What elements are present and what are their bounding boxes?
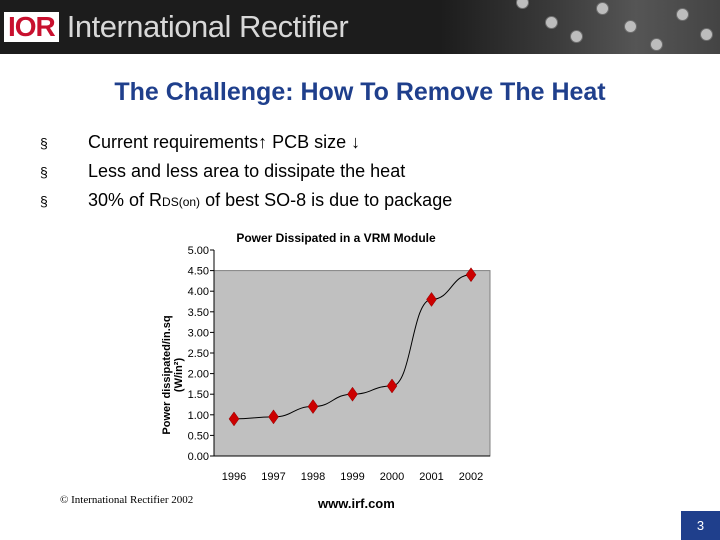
- y-tick-label: 0.00: [188, 451, 209, 463]
- ior-logo-mark: IOR: [4, 11, 59, 42]
- data-point-marker: [465, 267, 477, 283]
- circuit-dot: [516, 0, 529, 9]
- circuit-dot: [650, 38, 663, 51]
- y-tick-label: 1.00: [188, 410, 209, 422]
- y-tick-label: 1.50: [188, 389, 209, 401]
- circuit-dot: [676, 8, 689, 21]
- data-point-marker: [426, 292, 437, 307]
- y-tick-label: 0.50: [188, 430, 209, 442]
- slide-title: The Challenge: How To Remove The Heat: [114, 78, 606, 106]
- x-tick-label: 1996: [222, 471, 246, 483]
- bullet-marker: §: [40, 164, 48, 180]
- header-banner: IOR International Rectifier: [0, 0, 720, 54]
- bullet-item: § Less and less area to dissipate the he…: [40, 161, 452, 190]
- x-tick-label: 2001: [419, 471, 443, 483]
- circuit-dot: [700, 28, 713, 41]
- y-tick-label: 5.00: [188, 245, 209, 257]
- company-name: International Rectifier: [66, 9, 349, 44]
- rdson-subscript: DS(on): [162, 195, 201, 209]
- x-tick-label: 2000: [380, 471, 404, 483]
- copyright-text: © International Rectifier 2002: [60, 494, 194, 506]
- y-tick-label: 4.50: [188, 266, 209, 278]
- data-point-marker: [386, 378, 398, 394]
- y-tick-label: 3.00: [188, 327, 209, 339]
- company-logo: IOR International Rectifier: [4, 9, 349, 44]
- bullet-item: § 30% of R DS(on) of best SO-8 is due to…: [40, 190, 452, 219]
- data-point-marker: [307, 399, 319, 414]
- plot-area: [213, 270, 491, 457]
- arrow-up-icon: ↑: [258, 132, 268, 152]
- y-axis-label: Power dissipated/in.sq: [161, 315, 173, 434]
- logo-mark-text: IOR: [8, 11, 56, 42]
- bullet-text: Less and less area to dissipate the heat: [88, 161, 406, 181]
- y-tick-label: 4.00: [188, 286, 209, 298]
- arrow-down-icon: ↓: [351, 132, 361, 152]
- x-tick-label: 2002: [459, 471, 483, 483]
- data-point-marker: [268, 409, 279, 425]
- bullet-marker: §: [40, 135, 48, 151]
- y-tick-label: 2.00: [188, 369, 209, 381]
- website-url: www.irf.com: [318, 496, 395, 511]
- x-tick-label: 1998: [301, 471, 325, 483]
- circuit-board-image: [440, 0, 720, 54]
- data-point-marker: [228, 411, 240, 427]
- circuit-dot: [596, 2, 609, 15]
- x-tick-label: 1999: [340, 471, 364, 483]
- page-number-badge: 3: [681, 511, 720, 540]
- bullet-text: of best SO-8 is due to package: [200, 190, 453, 210]
- circuit-dot: [624, 20, 637, 33]
- y-tick-label: 2.50: [188, 348, 209, 360]
- y-tick-label: 3.50: [188, 307, 209, 319]
- bullet-text: 30% of R: [88, 190, 163, 210]
- bullet-text: PCB size: [267, 132, 352, 152]
- bullet-list: § Current requirements ↑ PCB size ↓ § Le…: [40, 132, 452, 219]
- data-point-marker: [347, 386, 358, 402]
- circuit-dot: [545, 16, 558, 29]
- bullet-marker: §: [40, 193, 48, 209]
- circuit-dot: [570, 30, 583, 43]
- bullet-text: Current requirements: [88, 132, 259, 152]
- chart-title: Power Dissipated in a VRM Module: [236, 231, 436, 245]
- y-axis-unit-label: (W/in²): [173, 358, 185, 393]
- bullet-item: § Current requirements ↑ PCB size ↓: [40, 132, 452, 161]
- x-tick-label: 1997: [261, 471, 285, 483]
